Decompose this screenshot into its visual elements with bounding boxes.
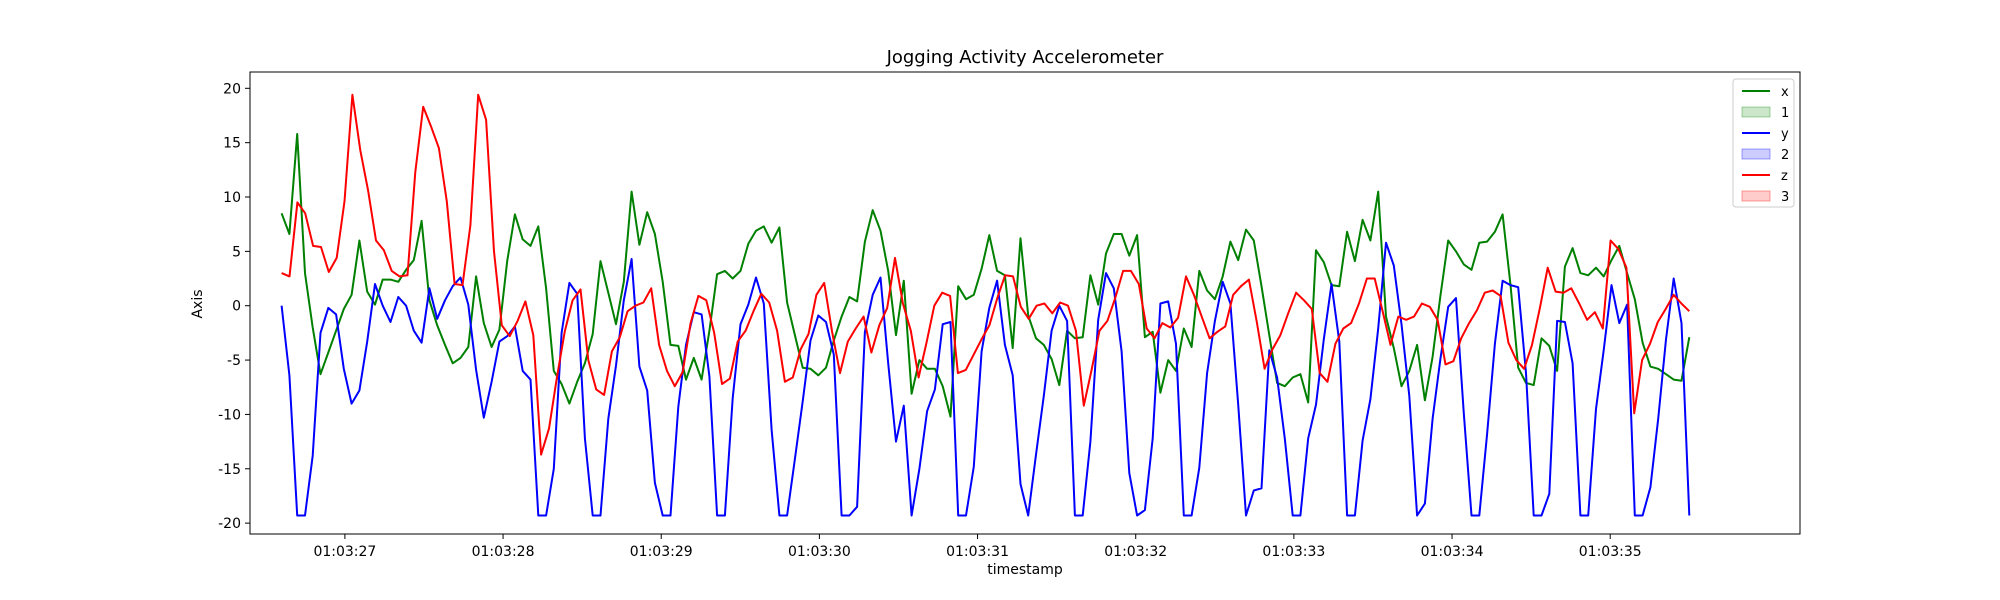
x-tick-label: 01:03:32 xyxy=(1104,544,1167,560)
y-axis: 20 15 10 5 0 -5 -10 -15 -20 xyxy=(218,81,250,532)
y-tick-label: -15 xyxy=(218,462,241,478)
y-tick-label: -5 xyxy=(227,353,241,369)
legend-label-z: z xyxy=(1781,169,1788,184)
x-tick-label: 01:03:33 xyxy=(1262,544,1325,560)
x-tick-label: 01:03:35 xyxy=(1579,544,1642,560)
y-tick-label: -20 xyxy=(218,516,241,532)
series-layer xyxy=(280,93,1691,517)
y-tick-label: 10 xyxy=(223,190,241,206)
y-tick-label: -10 xyxy=(218,407,241,423)
y-tick-label: 15 xyxy=(223,136,241,152)
series-line-z xyxy=(281,93,1690,456)
y-tick-label: 0 xyxy=(232,299,241,315)
legend-swatch-3 xyxy=(1741,190,1771,202)
legend-label-2: 2 xyxy=(1781,148,1789,163)
plot-area-frame xyxy=(249,71,1801,535)
x-tick-label: 01:03:34 xyxy=(1421,544,1484,560)
x-axis: 01:03:27 01:03:28 01:03:29 01:03:30 01:03:31… xyxy=(313,534,1642,560)
legend-label-x: x xyxy=(1781,85,1789,100)
y-tick-label: 5 xyxy=(232,244,241,260)
x-tick-label: 01:03:28 xyxy=(472,544,535,560)
x-axis-title: timestamp xyxy=(987,562,1063,578)
legend-label-3: 3 xyxy=(1781,190,1789,205)
x-tick-label: 01:03:31 xyxy=(946,544,1009,560)
y-tick-label: 20 xyxy=(223,81,241,97)
legend-swatch-1 xyxy=(1741,106,1771,118)
series-line-y xyxy=(280,241,1691,517)
legend-label-1: 1 xyxy=(1781,106,1789,121)
chart-title: Jogging Activity Accelerometer xyxy=(886,47,1164,68)
series-line-x xyxy=(280,133,1691,418)
y-axis-title: Axis xyxy=(190,289,206,318)
legend: x 1 y 2 z 3 xyxy=(1732,78,1795,208)
x-tick-label: 01:03:30 xyxy=(788,544,851,560)
legend-swatch-2 xyxy=(1741,148,1771,160)
legend-label-y: y xyxy=(1781,127,1789,142)
x-tick-label: 01:03:27 xyxy=(313,544,376,560)
x-tick-label: 01:03:29 xyxy=(630,544,693,560)
